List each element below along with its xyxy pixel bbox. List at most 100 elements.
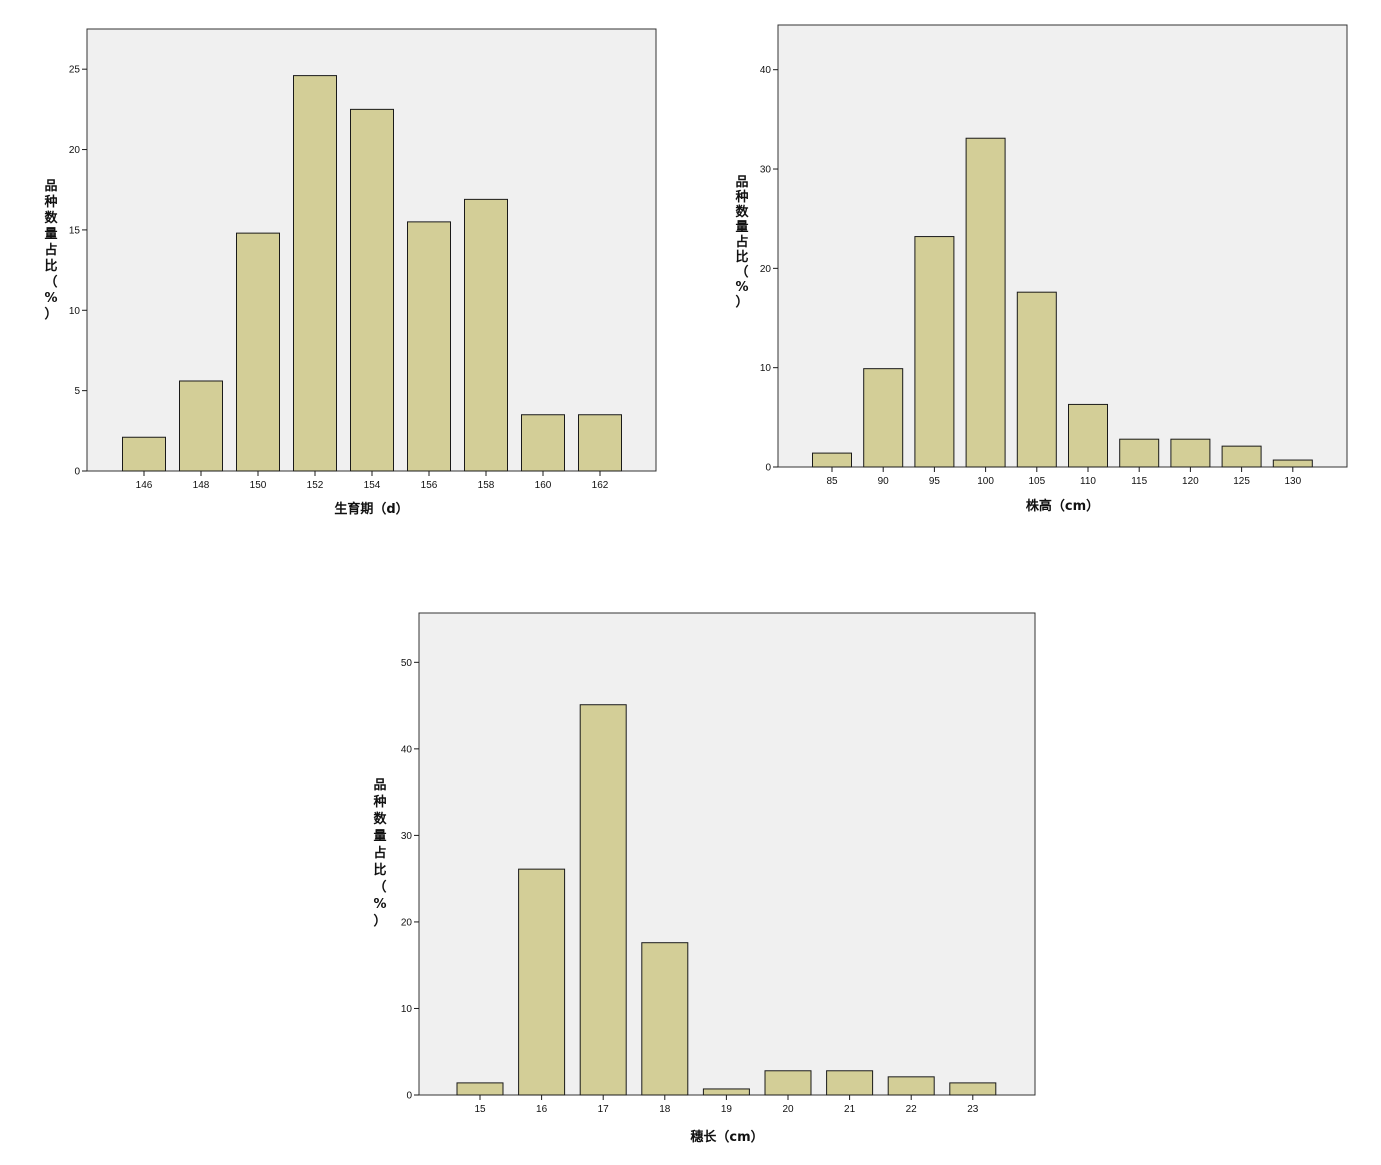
y-axis-title-char: ） — [373, 913, 386, 929]
bar — [702, 1088, 750, 1096]
bar — [887, 1076, 935, 1096]
x-tick-label: 22 — [906, 1104, 918, 1115]
x-tick-label: 19 — [721, 1104, 733, 1115]
bar — [578, 414, 622, 472]
bar — [1170, 438, 1211, 468]
x-tick-label: 100 — [977, 476, 994, 487]
y-tick-label: 40 — [401, 744, 413, 755]
x-tick-label: 160 — [535, 480, 552, 491]
x-axis-title: 株高（cm） — [1026, 498, 1099, 514]
bar — [1119, 438, 1160, 468]
bar — [122, 436, 166, 472]
x-tick-label: 146 — [136, 480, 153, 491]
plot-area — [418, 612, 1036, 1096]
y-tick-label: 50 — [401, 658, 413, 669]
y-axis-title-char: 数 — [735, 204, 749, 220]
y-tick-label: 30 — [760, 165, 772, 176]
x-tick-label: 162 — [592, 480, 609, 491]
bar — [1016, 291, 1057, 468]
bar — [764, 1070, 812, 1096]
bar — [293, 75, 337, 472]
bar — [1272, 459, 1313, 468]
y-axis-title-char: 量 — [735, 220, 748, 235]
x-tick-label: 90 — [878, 476, 890, 487]
x-tick-label: 154 — [364, 480, 381, 491]
bar — [641, 942, 689, 1096]
x-tick-label: 85 — [826, 476, 838, 487]
y-tick-label: 10 — [760, 363, 772, 374]
x-tick-label: 110 — [1080, 476, 1096, 487]
y-axis-title-char: 品 — [373, 778, 386, 793]
y-tick-label: 30 — [401, 831, 413, 842]
bar — [826, 1070, 874, 1096]
x-tick-label: 158 — [478, 480, 495, 491]
bar — [579, 704, 627, 1096]
panicle-length-chart: 0 10 20 30 40 50 15 16 17 18 19 20 21 22 23 穗长（cm） 品种数量占… — [372, 612, 1036, 1145]
y-axis-title-char: 品 — [735, 175, 748, 190]
x-tick-label: 152 — [307, 480, 324, 491]
bar — [456, 1082, 504, 1096]
y-axis-title-char: 占 — [735, 234, 748, 250]
bar — [949, 1082, 997, 1096]
y-axis-title-char: 种 — [372, 794, 386, 810]
x-axis-title: 生育期（d） — [334, 501, 408, 517]
y-axis-title: 品种数量占比（%） — [734, 175, 749, 310]
y-axis-title-char: 比 — [44, 258, 57, 274]
y-tick-label: 0 — [74, 467, 80, 478]
x-tick-label: 95 — [929, 476, 941, 487]
y-tick-label: 15 — [69, 225, 81, 236]
y-axis-title: 品种数量占比（%） — [372, 778, 387, 929]
x-tick-label: 148 — [193, 480, 210, 491]
x-tick-label: 20 — [782, 1104, 794, 1115]
x-tick-label: 125 — [1233, 476, 1250, 487]
x-tick-label: 150 — [250, 480, 267, 491]
bar — [518, 868, 566, 1096]
y-axis-title-char: （ — [44, 274, 57, 290]
y-tick-label: 20 — [401, 917, 413, 928]
x-axis-title: 穗长（cm） — [690, 1129, 763, 1145]
y-axis-title-char: 占 — [44, 242, 57, 258]
y-axis-title-char: 数 — [373, 811, 387, 827]
y-axis-title-char: （ — [373, 879, 386, 895]
y-axis-title-char: 数 — [44, 210, 58, 226]
x-tick-label: 18 — [659, 1104, 671, 1115]
y-tick-label: 5 — [74, 386, 80, 397]
growth-period-chart: 0 5 10 15 20 25 146 148 150 152 154 156 158 160 162 生育期… — [43, 28, 657, 517]
y-axis-title-char: （ — [735, 264, 748, 280]
y-axis-title-char: ） — [44, 306, 57, 322]
y-tick-label: 25 — [69, 65, 81, 76]
x-tick-label: 115 — [1131, 476, 1147, 487]
plant-height-chart: 0 10 20 30 40 85 90 95 100 105 110 115 120 125 130 株高（c… — [734, 24, 1348, 514]
bar — [407, 221, 451, 472]
x-tick-label: 105 — [1028, 476, 1045, 487]
y-axis-title-char: 种 — [734, 189, 748, 205]
y-axis-title-char: 占 — [373, 845, 386, 861]
bar — [965, 137, 1006, 468]
y-tick-label: 0 — [765, 463, 771, 474]
y-axis-title-char: 种 — [43, 194, 57, 210]
y-tick-label: 10 — [401, 1004, 413, 1015]
bar — [812, 452, 852, 468]
y-axis-title-char: 品 — [44, 179, 57, 194]
x-tick-label: 23 — [967, 1104, 979, 1115]
x-tick-label: 156 — [421, 480, 438, 491]
y-axis-title-char: ） — [735, 294, 748, 310]
bar — [1221, 445, 1262, 468]
bar — [236, 232, 280, 472]
x-tick-label: 130 — [1284, 476, 1301, 487]
y-tick-label: 0 — [406, 1091, 412, 1102]
x-tick-label: 17 — [598, 1104, 610, 1115]
bar — [350, 108, 394, 472]
y-axis-title: 品种数量占比（%） — [43, 179, 58, 322]
y-axis-title-char: % — [44, 291, 57, 306]
bar — [863, 368, 904, 468]
y-axis-title-char: % — [373, 897, 386, 912]
y-axis-title-char: 量 — [44, 227, 57, 242]
y-tick-label: 20 — [760, 264, 772, 275]
y-axis-title-char: 比 — [735, 249, 748, 265]
bar — [464, 198, 508, 472]
y-axis-title-char: 比 — [373, 862, 386, 878]
y-axis-title-char: 量 — [373, 829, 386, 844]
bar — [914, 236, 955, 468]
x-tick-label: 15 — [474, 1104, 486, 1115]
